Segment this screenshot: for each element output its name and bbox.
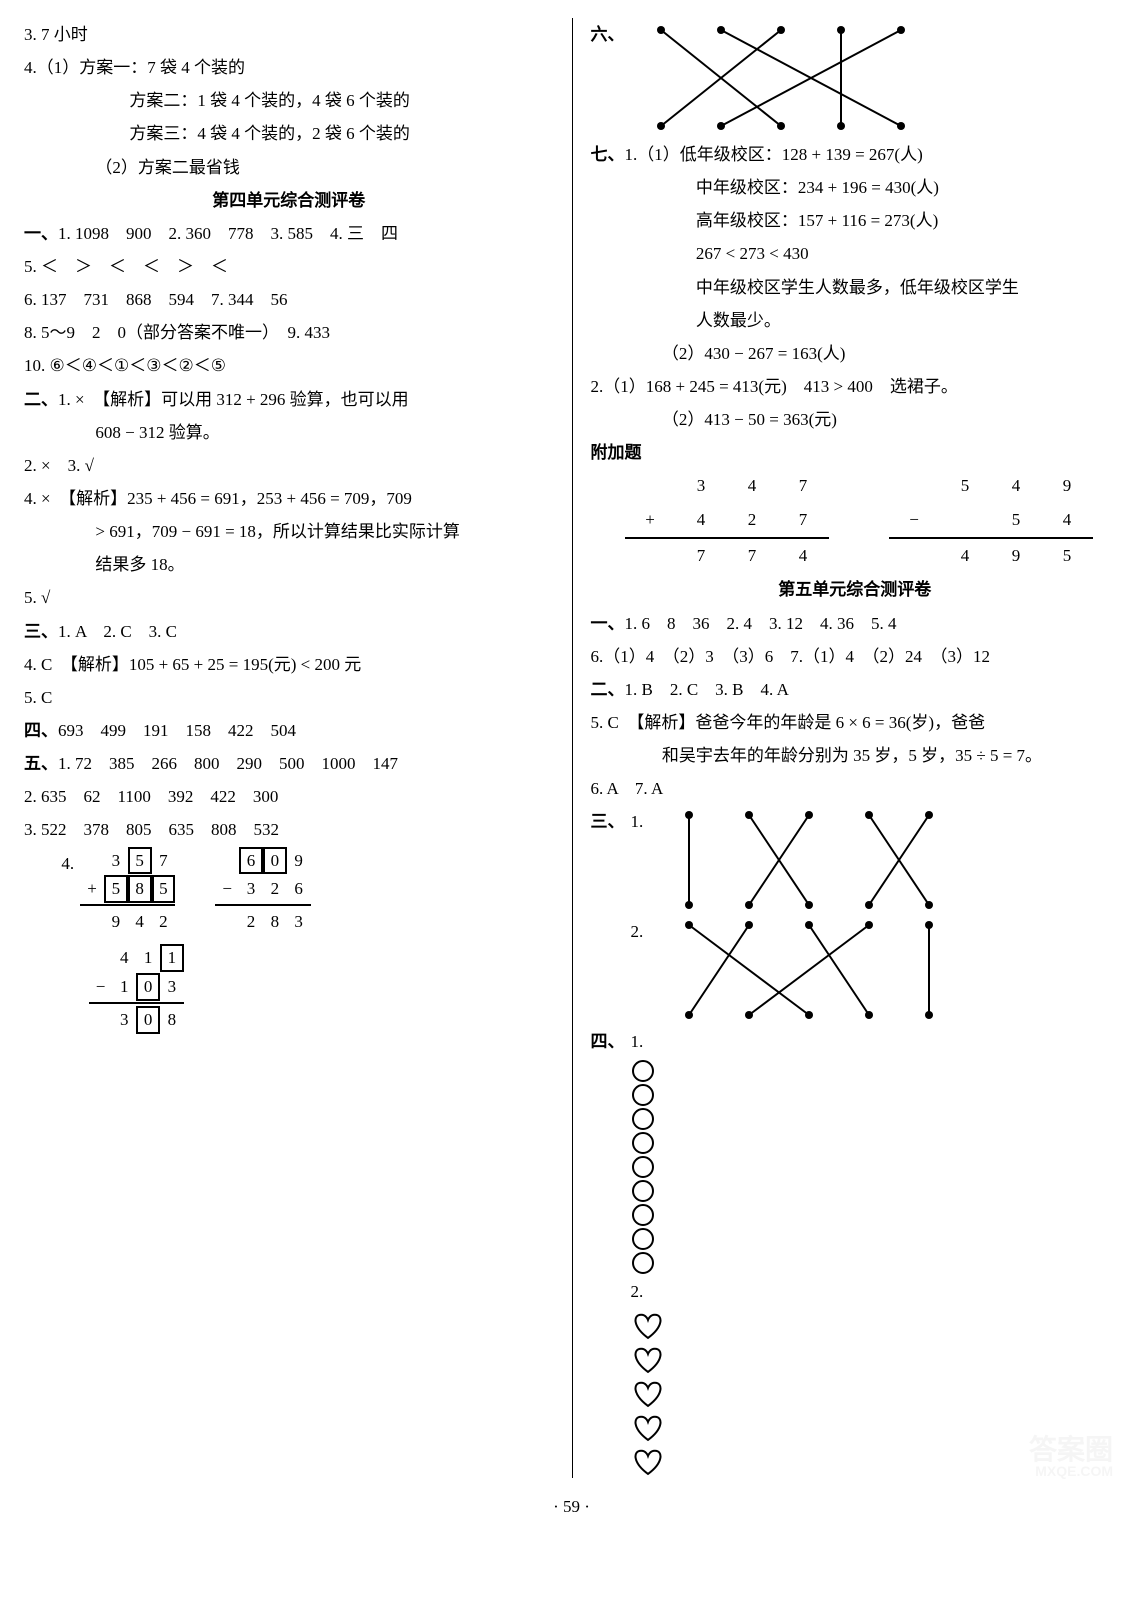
q4-1: 4.（1）方案一：7 袋 4 个装的 — [24, 51, 554, 84]
s7-l2-1: 2.（1）168 + 245 = 413(元) 413 > 400 选裙子。 — [591, 370, 1120, 403]
u4-s2-l4b: > 691，709 − 691 = 18，所以计算结果比实际计算 — [24, 515, 554, 548]
s7-l1-6: 人数最少。 — [591, 304, 1120, 337]
u5-s2-l6: 6. A 7. A — [591, 772, 1120, 805]
vertical-math-3: 411−103308 — [89, 944, 554, 1036]
s7-l1-1: 七、1.（1）低年级校区：128 + 139 = 267(人) — [591, 138, 1120, 171]
vertical-math-2: 609−326283 — [215, 847, 310, 939]
s7-l1-7: （2）430 − 267 = 163(人) — [591, 337, 1120, 370]
u4-s1-l6: 6. 137 731 868 594 7. 344 56 — [24, 283, 554, 316]
q3: 3. 7 小时 — [24, 18, 554, 51]
u5-s4-row1: 1. — [631, 1025, 665, 1274]
vertical-math-1: 357+585942 — [80, 847, 175, 939]
s7-l1-5: 中年级校区学生人数最多，低年级校区学生 — [591, 271, 1120, 304]
u5-s1-l1: 一、1. 6 8 36 2. 4 3. 12 4. 36 5. 4 — [591, 607, 1120, 640]
u5-s2-l1: 二、1. B 2. C 3. B 4. A — [591, 673, 1120, 706]
matching-diagram-3-1 — [649, 805, 989, 915]
u5-s3-m1-label: 1. — [631, 805, 644, 838]
u4-s2-l1a: 二、1. × 【解析】可以用 312 + 296 验算，也可以用 — [24, 383, 554, 416]
s7-l2-2: （2）413 − 50 = 363(元) — [591, 403, 1120, 436]
unit4-title: 第四单元综合测评卷 — [24, 184, 554, 217]
u4-s5-l3: 3. 522 378 805 635 808 532 — [24, 813, 554, 846]
u5-s3-m2-label: 2. — [631, 915, 644, 948]
u4-s2-l1b: 608 − 312 验算。 — [24, 416, 554, 449]
u4-s3-l5: 5. C — [24, 681, 554, 714]
u4-s3-l1: 三、1. A 2. C 3. C — [24, 615, 554, 648]
u4-s1-l1: 一、1. 1098 900 2. 360 778 3. 585 4. 三 四 — [24, 217, 554, 250]
u4-s1-l8: 8. 5～9 2 0（部分答案不唯一） 9. 433 — [24, 316, 554, 349]
s6-label: 六、 — [591, 18, 625, 51]
q4-4: （2）方案二最省钱 — [24, 151, 554, 184]
watermark: 答案圈 MXQE.COM — [1029, 1436, 1113, 1478]
matching-diagram-3-2 — [649, 915, 989, 1025]
page-number: · 59 · — [24, 1490, 1119, 1523]
u5-s1-l6: 6.（1）4 （2）3 （3）6 7.（1）4 （2）24 （3）12 — [591, 640, 1120, 673]
u4-s2-l4a: 4. × 【解析】235 + 456 = 691，253 + 456 = 709… — [24, 482, 554, 515]
u4-s2-l5: 5. √ — [24, 581, 554, 614]
s7-l1-2: 中年级校区：234 + 196 = 430(人) — [591, 171, 1120, 204]
bonus-add: 347+427774 — [625, 469, 829, 573]
u4-s1-l5: 5. ＜ ＞ ＜ ＜ ＞ ＜ — [24, 250, 554, 283]
u4-s5-l1: 五、1. 72 385 266 800 290 500 1000 147 — [24, 747, 554, 780]
unit5-title: 第五单元综合测评卷 — [591, 573, 1120, 606]
u5-s3-label: 三、 — [591, 805, 625, 838]
u5-s2-l5a: 5. C 【解析】爸爸今年的年龄是 6 × 6 = 36(岁)，爸爸 — [591, 706, 1120, 739]
u4-s1-l10: 10. ⑥＜④＜①＜③＜②＜⑤ — [24, 349, 554, 382]
u5-s4-label: 四、 — [591, 1025, 625, 1058]
s7-l1-4: 267 < 273 < 430 — [591, 237, 1120, 270]
s7-l1-3: 高年级校区：157 + 116 = 273(人) — [591, 204, 1120, 237]
bonus-title: 附加题 — [591, 436, 1120, 469]
u4-s3-l4: 4. C 【解析】105 + 65 + 25 = 195(元) < 200 元 — [24, 648, 554, 681]
q4-2: 方案二：1 袋 4 个装的，4 袋 6 个装的 — [24, 84, 554, 117]
bonus-sub: 549−54495 — [889, 469, 1093, 573]
u4-s2-l4c: 结果多 18。 — [24, 548, 554, 581]
u4-s5-l2: 2. 635 62 1100 392 422 300 — [24, 780, 554, 813]
u4-s2-l2: 2. × 3. √ — [24, 449, 554, 482]
matching-diagram-6 — [631, 18, 961, 138]
q4-3: 方案三：4 袋 4 个装的，2 袋 6 个装的 — [24, 117, 554, 150]
u4-s5-l4-label: 4. — [61, 847, 74, 880]
u5-s2-l5b: 和吴宇去年的年龄分别为 35 岁，5 岁，35 ÷ 5 = 7。 — [591, 739, 1120, 772]
u4-s4: 四、693 499 191 158 422 504 — [24, 714, 554, 747]
u5-s4-row2: 2. — [631, 1275, 665, 1478]
